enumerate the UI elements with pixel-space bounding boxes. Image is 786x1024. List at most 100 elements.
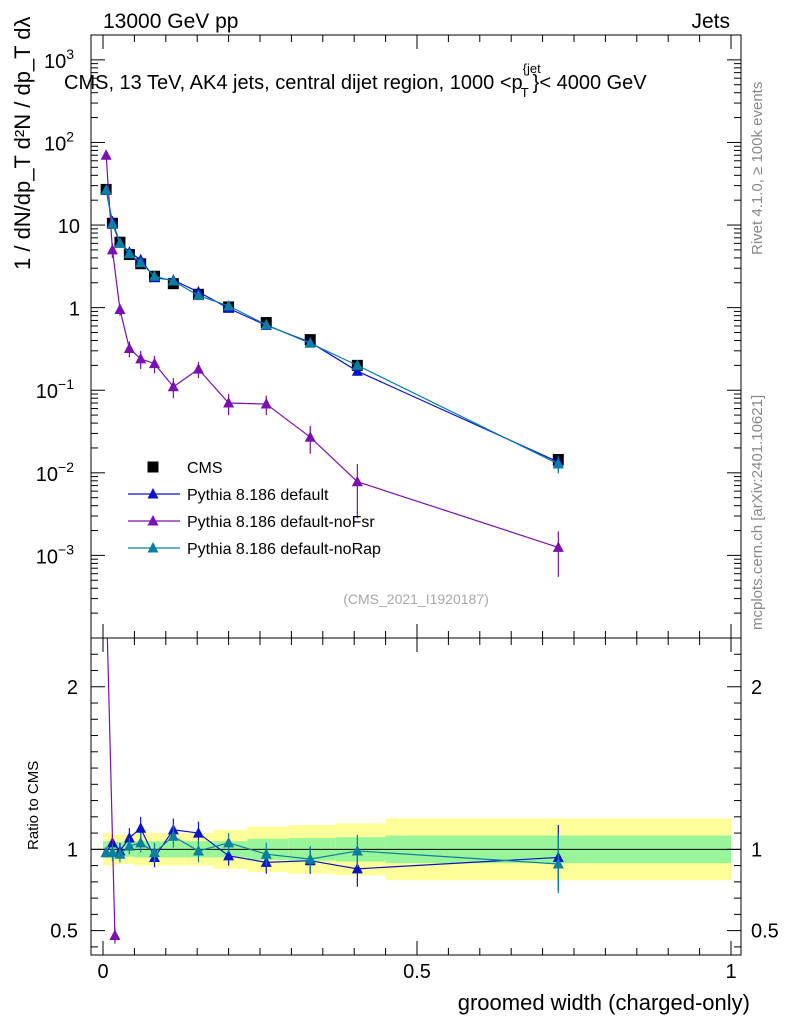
series-line [105,189,559,465]
ratio-ylabel-text: Ratio to CMS [25,761,42,850]
ratio-point [192,844,204,856]
data-point [135,352,147,364]
data-point [148,270,160,281]
legend-item: CMS [147,460,223,477]
top-ytick-label: 10−1 [36,376,74,403]
top-ytick-exp: 2 [66,128,74,144]
legend: CMS Pythia 8.186 default Pythia 8.186 defa… [128,460,381,558]
ratio-point [135,822,147,833]
data-point [167,380,179,392]
top-ytick-exp: −2 [58,459,74,475]
ratio-point [148,846,160,858]
top-ytick-label: 10−2 [36,459,74,486]
data-point [106,217,118,229]
top-ylabel: 1 / dN/dp_T d²N / dp_T dλ [10,16,35,270]
series-line [105,189,559,463]
data-point [106,243,118,255]
ratio-panel-frame [90,637,742,956]
ratio-series [100,638,564,944]
ratio-xtick-label: 0.5 [403,961,431,983]
data-point [552,457,564,469]
legend-item: Pythia 8.186 default-noRap [128,541,381,558]
top-ytick-exp: −1 [58,376,74,392]
header-left: 13000 GeV pp [103,10,238,33]
ratio-point [223,849,235,861]
top-ytick-label: 10 [58,216,80,238]
ratio-ytick-label: 0.5 [50,921,78,943]
ratio-point [192,827,204,838]
ratio-point [114,848,126,859]
legend-label: Pythia 8.186 default-noFsr [187,514,375,531]
top-ytick-base: 10 [44,51,66,73]
analysis-id: (CMS_2021_I1920187) [343,591,489,607]
top-ytick-label: 10−3 [36,541,74,568]
top-series [100,149,564,577]
ratio-frame: 0.5 0.5 1 1 2 2 0 0.5 1 [50,637,779,983]
data-point [148,357,160,369]
ratio-point [106,846,118,858]
data-point [223,299,235,311]
data-point [223,397,235,408]
data-point [114,237,126,248]
top-ytick-base: 10 [36,546,58,568]
data-point [304,337,316,348]
ratio-ytick-label-right: 1 [751,839,762,861]
data-point [192,289,204,301]
chart-title: CMS, 13 TeV, AK4 jets, central dijet reg… [64,61,647,100]
ratio-point [223,836,235,848]
ratio-point [304,853,316,864]
ratio-point [167,830,179,841]
mcplots-label-text: mcplots.cern.ch [arXiv:2401.10621] [749,395,766,630]
rivet-label: Rivet 4.1.0, ≥ 100k events [749,82,766,255]
series-pythia-8-186-default-nofsr [100,149,564,577]
ratio-point [351,862,363,874]
ratio-point [552,857,564,869]
ratio-ytick-label-right: 0.5 [751,921,779,943]
top-ytick-label: 103 [44,46,74,73]
data-point [260,318,272,330]
legend-marker [147,488,159,499]
top-ytick-exp: −3 [58,541,74,557]
legend-item: Pythia 8.186 default-noFsr [128,514,375,531]
top-ytick-base: 1 [69,299,80,321]
legend-marker [147,515,159,526]
ratio-ytick-label: 1 [67,839,78,861]
top-ytick-base: 10 [44,133,66,155]
title-sup: {jet [523,61,541,76]
data-point [135,256,147,268]
legend-marker [147,542,159,553]
data-point [351,365,363,376]
legend-item: Pythia 8.186 default [128,487,329,504]
ratio-ytick-label: 2 [67,677,78,699]
series-line [105,155,559,548]
ratio-ytick-label-right: 2 [751,677,762,699]
series-pythia-8-186-default [100,184,564,472]
ratio-bands [91,818,741,881]
rivet-label-text: Rivet 4.1.0, ≥ 100k events [749,82,766,255]
legend-marker [147,461,159,473]
data-point [114,303,126,314]
series-pythia-8-186-default-norap [100,184,564,474]
mcplots-label: mcplots.cern.ch [arXiv:2401.10621] [749,395,766,630]
ratio-point [123,831,135,843]
ratio-xtick-label: 0 [97,961,108,983]
top-ytick-exp: 3 [66,46,74,62]
header-right: Jets [691,10,730,33]
ratio-point [351,844,363,856]
top-ytick-base: 10 [58,216,80,238]
ratio-ylabel: Ratio to CMS [25,761,42,850]
ratio-point [123,840,135,851]
title-sub: T [521,85,529,100]
top-ytick-label: 102 [44,128,74,155]
data-point [100,149,112,160]
ratio-point [109,929,121,940]
data-point [552,541,564,552]
data-point [304,431,316,442]
top-ylabel-text: 1 / dN/dp_T d²N / dp_T dλ [10,16,35,270]
title-close: }< 4000 GeV [533,72,648,94]
ratio-xtick-label: 1 [725,961,736,983]
data-point [351,359,363,370]
data-point [260,398,272,409]
